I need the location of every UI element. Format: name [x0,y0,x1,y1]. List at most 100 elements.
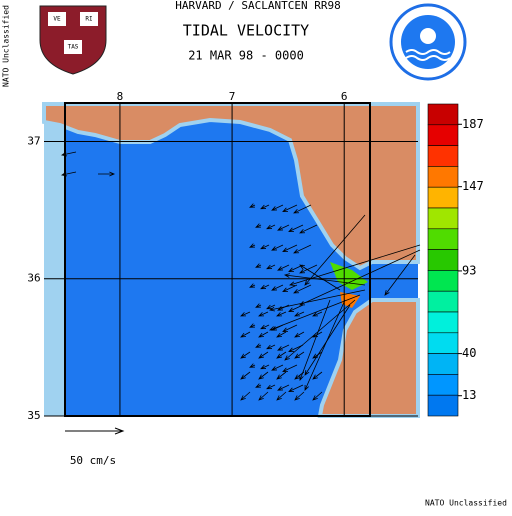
colorbar-label: 13 [462,388,476,402]
arrow [288,224,304,232]
arrow [255,343,262,348]
arrow [312,331,323,338]
classification-footer: NATO Unclassified [425,499,507,508]
arrow [293,244,312,254]
arrow [260,244,270,250]
arrow [384,254,416,296]
arrow [294,371,305,380]
arrow [268,289,366,312]
arrow [266,344,276,350]
arrow [255,263,262,268]
arrow [276,351,287,359]
arrow [294,351,305,359]
arrow [258,331,269,338]
arrow [60,151,77,157]
lon-label: 8 [117,90,124,103]
arrow [299,264,318,274]
lon-label: 7 [229,90,236,103]
arrow [293,204,312,214]
arrow [260,204,270,210]
arrow [255,303,262,308]
colorbar-swatch [427,290,459,313]
arrow [271,364,284,371]
arrow [283,273,366,286]
arrow [255,223,262,228]
header-line: HARVARD / SACLANTCEN RR98 [175,0,341,12]
arrow [60,171,77,177]
lat-label: 37 [27,134,40,147]
logo-text: VE [53,16,61,23]
velocity-arrows [60,151,421,401]
arrow [282,284,298,292]
arrow [294,391,305,401]
arrow [282,324,298,332]
arrow [258,391,269,401]
arrow [240,391,251,401]
arrow [276,391,287,401]
arrow [299,224,318,234]
arrow [288,384,304,392]
arrow [304,214,366,286]
arrow [282,364,298,372]
arrow [299,299,331,381]
colorbar-swatch [427,145,459,167]
arrow [276,311,287,317]
colorbar-swatch [427,228,459,250]
colorbar-swatch [427,207,459,230]
arrow [294,311,305,317]
arrow [312,311,323,317]
arrow [277,384,290,391]
arrow [271,204,284,211]
arrow [266,304,276,310]
arrow [288,304,304,312]
arrow [266,224,276,230]
arrow [299,264,341,291]
arrow [240,331,251,338]
arrow [304,299,346,391]
arrow [258,311,269,317]
arrow [271,284,284,291]
arrow [98,171,116,177]
colorbar-swatch [427,124,459,146]
arrow [312,391,323,401]
arrow [258,371,269,380]
colorbar-swatch [427,270,459,292]
arrow [312,351,323,359]
arrow [258,351,269,359]
colorbar-swatch [427,103,459,126]
arrow [255,383,262,388]
arrow [260,364,270,370]
arrow [260,284,270,290]
colorbar-swatch [427,166,459,188]
arrow [249,203,256,208]
colorbar-swatch [427,186,459,209]
lat-label: 35 [27,409,40,422]
lat-label: 36 [27,272,40,285]
arrow [266,264,276,270]
colorbar-label: 40 [462,346,476,360]
arrow [276,331,287,338]
arrow [277,264,290,271]
colorbar-label: 147 [462,179,484,193]
colorbar-swatch [427,332,459,354]
title: TIDAL VELOCITY [183,22,309,40]
arrow [299,249,421,306]
arrow [276,371,287,380]
arrow [277,344,290,351]
arrow [312,371,323,380]
arrow [249,283,256,288]
arrow [240,311,251,317]
colorbar-label: 187 [462,117,484,131]
map [42,102,420,418]
arrow [249,243,256,248]
arrow [294,331,305,338]
colorbar-swatch [427,394,459,417]
colorbar-label: 93 [462,263,476,277]
colorbar: 187 147 93 40 13 [427,103,484,417]
classification-side: NATO Unclassified [2,5,11,87]
arrow [282,204,298,212]
colorbar-swatch [427,311,459,334]
date: 21 MAR 98 - 0000 [188,49,304,63]
colorbar-swatch [427,249,459,271]
